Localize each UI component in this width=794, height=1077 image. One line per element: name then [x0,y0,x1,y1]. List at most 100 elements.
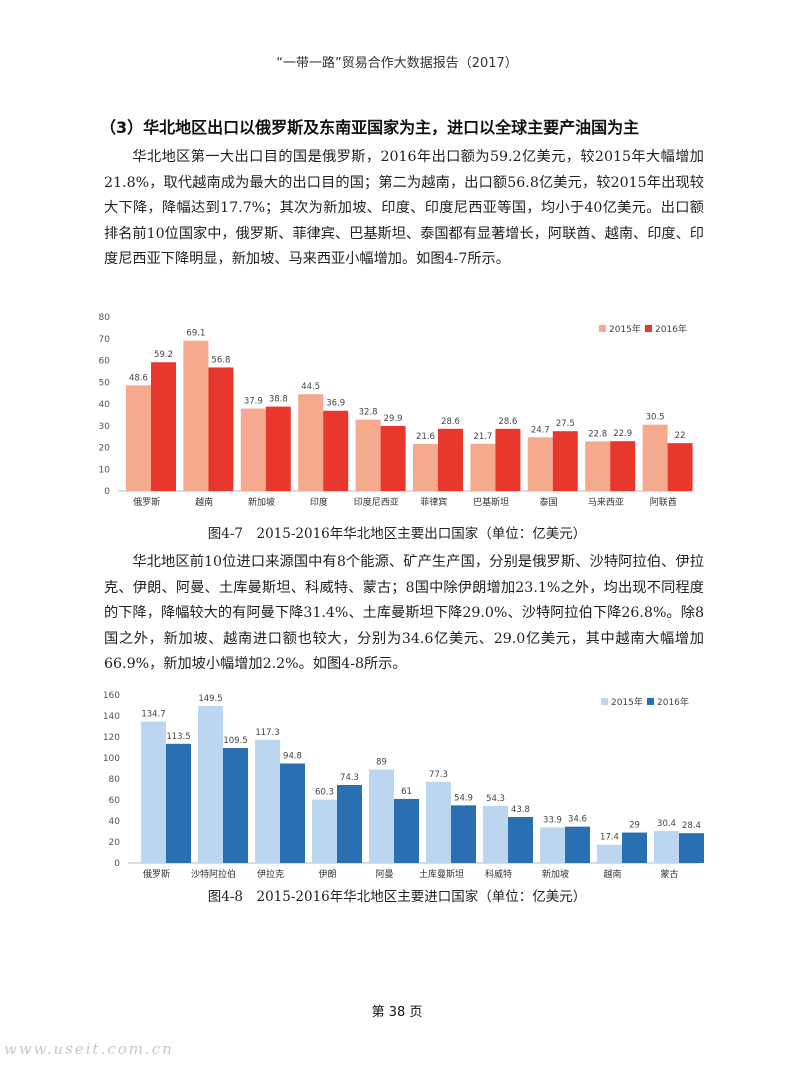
chart2-data-label: 29 [629,821,640,831]
chart2-data-label: 77.3 [429,770,448,780]
chart2-data-label: 113.5 [166,732,190,742]
watermark-text: www.useit.com.cn [4,1040,174,1058]
chart1-category-label: 阿联酋 [650,496,677,508]
chart1-data-label: 28.6 [498,417,517,427]
chart1-data-label: 59.2 [154,350,173,360]
chart1-ytick-label: 40 [99,400,111,410]
chart1-data-label: 24.7 [531,425,550,435]
chart1-legend-swatch [599,325,606,332]
chart1-bar [438,428,463,491]
chart1-bar [495,428,521,491]
paragraph-exports: 华北地区第一大出口目的国是俄罗斯，2016年出口额为59.2亿美元，较2015年… [104,149,704,267]
chart2-data-label: 117.3 [255,728,279,738]
chart1-data-label: 37.9 [244,397,263,407]
chart1-data-label: 56.8 [211,355,230,365]
chart2-ytick-label: 100 [103,754,120,764]
chart2-category-label: 伊拉克 [257,868,284,880]
chart2-bar [141,721,166,863]
chart1-category-label: 泰国 [539,496,557,508]
chart2-data-label: 149.5 [198,694,222,704]
chart1-bar [240,408,266,491]
chart1-ytick-label: 80 [99,313,111,323]
chart2-data-label: 54.3 [486,794,505,804]
chart2-category-label: 蒙古 [660,868,678,880]
import-bar-chart: 0 20 40 60 80 100 120 140 160 134.7 113.5 俄罗斯 149.5 1… [98,684,710,888]
chart2-bar [369,769,394,863]
chart2-data-label: 74.3 [340,773,359,783]
chart2-ytick-label: 140 [103,712,120,722]
chart1-legend-label: 2016年 [655,323,687,335]
chart1-category-label: 俄罗斯 [133,496,160,508]
chart1-bar [527,437,553,491]
chart2-ytick-label: 0 [114,859,120,869]
chart1-legend-swatch [645,325,652,332]
chart2-legend-swatch [601,698,608,705]
chart1-data-label: 44.5 [301,382,320,392]
chart2-bar [540,827,565,863]
chart2-data-label: 61 [401,787,412,797]
section-title: （3）华北地区出口以俄罗斯及东南亚国家为主，进口以全球主要产油国为主 [100,118,640,137]
chart1-ytick-label: 50 [99,378,111,388]
chart1-bar [323,410,349,491]
chart2-bar [483,805,508,863]
chart2-data-label: 54.9 [454,793,473,803]
chart1-data-label: 21.6 [416,432,435,442]
chart2-data-label: 60.3 [315,788,334,798]
chart2-category-label: 俄罗斯 [143,868,170,880]
chart2-category-label: 伊朗 [318,868,336,880]
chart2-data-label: 34.6 [568,815,587,825]
chart1-data-label: 30.5 [646,413,665,423]
chart2-ytick-label: 60 [109,796,121,806]
chart1-category-label: 越南 [195,496,213,508]
chart1-data-label: 36.9 [326,399,345,409]
figure-caption-4-8: 图4-8 2015-2016年华北地区主要进口国家（单位：亿美元） [207,889,587,905]
chart2-bar [654,831,679,863]
chart2-bar [166,743,191,863]
chart1-data-label: 22 [675,431,686,441]
chart2-data-label: 17.4 [600,833,619,843]
chart2-data-label: 109.5 [223,736,247,746]
chart1-category-label: 新加坡 [248,496,275,508]
chart1-category-label: 印度 [310,496,328,508]
chart2-bar [451,805,476,863]
paragraph-imports: 华北地区前10位进口来源国中有8个能源、矿产生产国，分别是俄罗斯、沙特阿拉伯、伊… [104,554,704,672]
chart1-bar [642,424,668,491]
chart2-category-label: 越南 [603,868,621,880]
chart1-data-label: 48.6 [129,373,148,383]
chart1-ytick-label: 30 [99,422,111,432]
chart2-data-label: 89 [376,758,387,768]
chart2-data-label: 94.8 [283,751,302,761]
chart2-bar [508,817,533,863]
import-bar-chart-svg: 0 20 40 60 80 100 120 140 160 134.7 113.5 俄罗斯 149.5 1… [103,691,704,880]
chart2-bar [597,844,622,863]
chart1-data-label: 22.9 [613,429,632,439]
chart1-ytick-label: 0 [104,487,110,497]
chart2-category-label: 阿曼 [375,869,393,880]
chart2-category-label: 科威特 [485,868,512,880]
chart1-ytick-label: 20 [99,444,111,454]
chart2-ytick-label: 120 [103,733,120,743]
export-bar-chart: 0 10 20 30 40 50 60 70 80 48.6 59.2 俄罗斯 69.1 56.8 越南 37… [80,306,710,522]
chart2-category-label: 土库曼斯坦 [419,868,464,880]
chart1-bar [355,419,381,491]
figure-caption-4-7: 图4-7 2015-2016年华北地区主要出口国家（单位：亿美元） [207,526,587,542]
chart2-bar [312,799,337,863]
page-number: 第 38 页 [371,1005,423,1020]
chart2-bar [426,781,451,863]
chart2-bar [394,798,419,863]
chart1-bar [552,431,578,491]
chart1-bar [183,340,209,491]
chart2-data-label: 33.9 [543,815,562,825]
chart2-bar [622,832,647,863]
chart1-bar [413,444,438,491]
chart2-legend-label: 2015年 [611,696,643,708]
chart1-data-label: 22.8 [588,429,607,439]
chart2-bar [337,784,362,863]
chart2-bar [565,826,590,863]
chart2-bar [198,706,223,863]
chart1-bar [667,443,693,491]
chart2-bar [280,763,305,863]
chart1-ytick-label: 60 [99,357,111,367]
chart1-data-label: 32.8 [359,408,378,418]
page-header: “一带一路”贸易合作大数据报告（2017） [276,56,518,71]
